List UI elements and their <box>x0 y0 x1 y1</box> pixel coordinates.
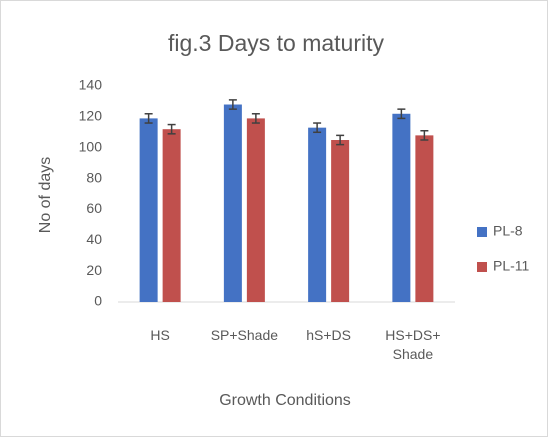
y-axis-title: No of days <box>37 157 54 233</box>
error-bar <box>144 113 153 124</box>
error-bar <box>313 122 322 134</box>
x-tick-label: SP+Shade <box>210 327 279 343</box>
error-bar <box>420 129 429 141</box>
bar <box>392 113 411 303</box>
error-bar <box>397 108 406 120</box>
error-bar <box>167 123 176 135</box>
x-tick-label: hS+DS <box>306 327 351 343</box>
legend-label: PL-8 <box>493 223 523 239</box>
y-tick-label: 40 <box>86 231 102 247</box>
y-tick-label: 140 <box>79 77 103 93</box>
bar <box>415 135 434 302</box>
y-tick-label: 60 <box>86 200 102 216</box>
y-tick-label: 80 <box>86 169 102 185</box>
error-bar <box>336 134 345 146</box>
x-tick-label: HS+DS+ Shade <box>385 327 441 362</box>
y-tick-label: 0 <box>94 293 102 309</box>
bar <box>162 129 181 302</box>
legend-swatch <box>477 262 487 272</box>
bar <box>139 118 158 303</box>
bar <box>331 140 350 302</box>
x-axis-title: Growth Conditions <box>219 392 351 409</box>
y-tick-label: 20 <box>86 262 102 278</box>
error-bar <box>228 99 237 110</box>
error-bar <box>251 113 260 124</box>
legend-label: PL-11 <box>493 258 530 274</box>
bar <box>246 118 265 303</box>
legend-swatch <box>477 227 487 237</box>
y-tick-label: 120 <box>79 108 103 124</box>
y-tick-label: 100 <box>79 138 103 154</box>
bar <box>223 104 242 302</box>
chart-title: fig.3 Days to maturity <box>168 30 385 56</box>
bar <box>308 127 327 303</box>
x-tick-label: HS <box>150 327 170 343</box>
